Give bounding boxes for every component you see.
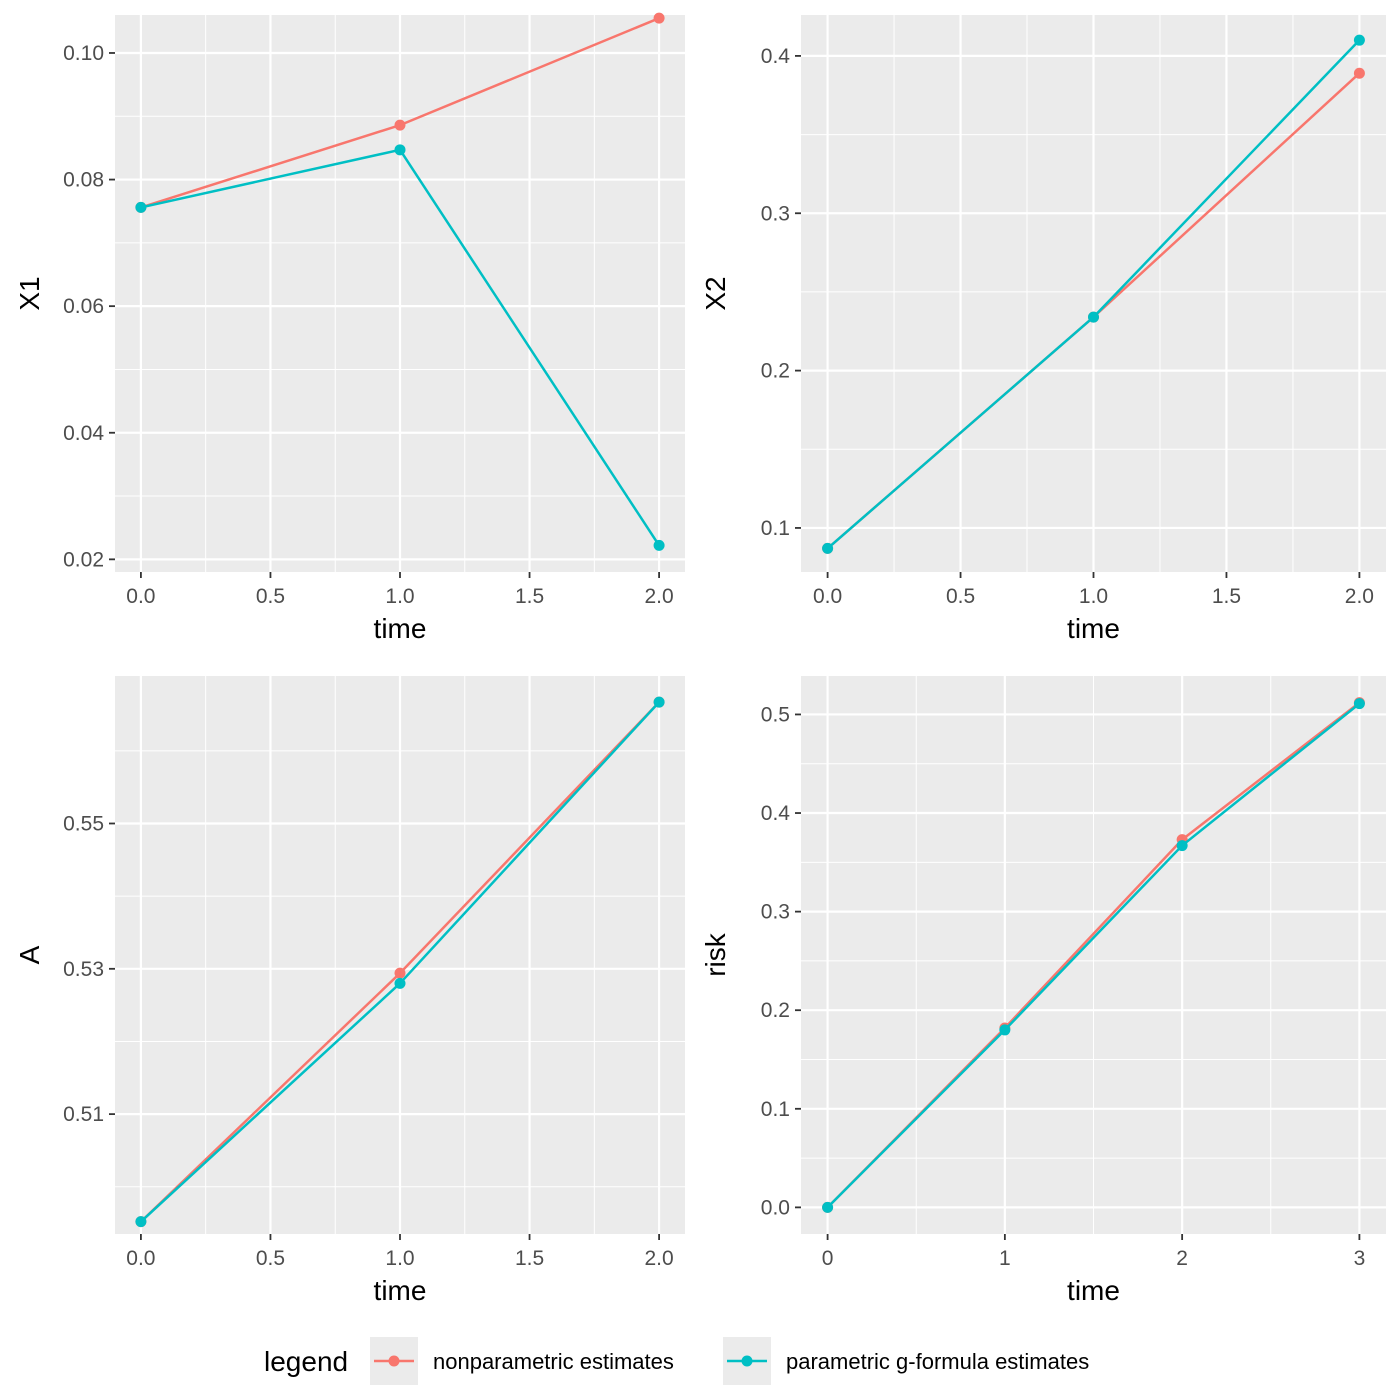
y-tick-label: 0.4 xyxy=(761,802,791,825)
y-tick-label: 0.08 xyxy=(63,169,104,192)
panel-x1: 0.0 0.5 1.0 1.5 2.0 0.02 0.04 0.06 0.08 0.10 time X… xyxy=(14,12,685,644)
x-tick-label: 1 xyxy=(999,1247,1011,1270)
y-tick-label: 0.5 xyxy=(761,703,790,726)
y-tick-label: 0.10 xyxy=(63,42,104,65)
legend: legend nonparametric estimates parametri… xyxy=(264,1337,1089,1385)
data-point-parametric xyxy=(1353,698,1365,710)
x-tick-label: 1.5 xyxy=(515,585,544,608)
data-point-parametric xyxy=(1176,840,1188,852)
y-tick-label: 0.2 xyxy=(761,360,790,383)
data-point-parametric xyxy=(135,201,147,213)
x-tick-label: 2.0 xyxy=(644,1247,673,1270)
x-tick-label: 1.0 xyxy=(1079,585,1108,608)
data-point-parametric xyxy=(653,696,665,708)
y-tick-label: 0.3 xyxy=(761,202,790,225)
y-tick-label: 0.1 xyxy=(761,1098,790,1121)
legend-item-parametric: parametric g-formula estimates xyxy=(723,1337,1089,1385)
x-tick-label: 1.5 xyxy=(515,1247,544,1270)
x-tick-label: 3 xyxy=(1354,1247,1366,1270)
y-tick-label: 0.3 xyxy=(761,901,790,924)
legend-item-nonparametric: nonparametric estimates xyxy=(370,1337,674,1385)
x-tick-label: 1.5 xyxy=(1212,585,1241,608)
legend-label-parametric: parametric g-formula estimates xyxy=(786,1349,1089,1374)
y-tick-label: 0.04 xyxy=(63,422,104,445)
legend-title: legend xyxy=(264,1346,348,1377)
x-tick-label: 0.0 xyxy=(126,585,155,608)
x-tick-label: 1.0 xyxy=(385,1247,414,1270)
data-point-parametric xyxy=(135,1216,147,1228)
x-tick-label: 0.0 xyxy=(126,1247,155,1270)
panels: 0.0 0.5 1.0 1.5 2.00.020.040.060.080.10timeX… xyxy=(14,12,1386,1306)
data-point-parametric xyxy=(822,542,834,554)
x-tick-label: 2 xyxy=(1176,1247,1188,1270)
panel-x2: 0.0 0.5 1.0 1.5 2.0 0.1 0.2 0.3 0.4 time X2 xyxy=(700,15,1386,644)
y-tick-label: 0.1 xyxy=(761,517,790,540)
y-axis-title: X2 xyxy=(700,276,731,310)
data-point-nonparametric xyxy=(1353,67,1365,79)
y-tick-label: 0.55 xyxy=(63,812,104,835)
y-tick-label: 0.4 xyxy=(761,45,791,68)
y-tick-label: 0.51 xyxy=(63,1103,104,1126)
data-point-nonparametric xyxy=(653,12,665,24)
y-tick-label: 0.02 xyxy=(63,548,104,571)
x-tick-label: 0.5 xyxy=(946,585,975,608)
legend-key-point-parametric xyxy=(741,1355,753,1367)
panel-a: 0.0 0.5 1.0 1.5 2.0 0.51 0.53 0.55 time A xyxy=(14,676,685,1306)
x-tick-label: 0.0 xyxy=(813,585,842,608)
x-axis-title: time xyxy=(1067,1275,1120,1306)
data-point-parametric xyxy=(1088,311,1099,323)
data-point-nonparametric xyxy=(394,119,406,131)
data-point-parametric xyxy=(822,1201,834,1213)
legend-key-point-nonparametric xyxy=(388,1355,400,1367)
x-axis-title: time xyxy=(374,1275,427,1306)
y-tick-label: 0.06 xyxy=(63,295,104,318)
data-point-parametric xyxy=(999,1024,1011,1036)
data-point-nonparametric xyxy=(394,967,406,979)
data-point-parametric xyxy=(394,144,406,156)
x-axis-title: time xyxy=(374,613,427,644)
data-point-parametric xyxy=(653,539,665,551)
y-tick-label: 0.0 xyxy=(761,1196,790,1219)
y-tick-label: 0.53 xyxy=(63,958,104,981)
x-tick-label: 0.5 xyxy=(256,585,285,608)
panel-risk: 0 1 2 3 0.0 0.1 0.2 0.3 0.4 0.5 time risk xyxy=(700,676,1386,1306)
x-tick-label: 0 xyxy=(822,1247,834,1270)
x-tick-label: 0.5 xyxy=(256,1247,285,1270)
series-line-parametric xyxy=(826,702,1361,1209)
x-axis-title: time xyxy=(1067,613,1120,644)
y-axis-title: risk xyxy=(700,932,731,977)
legend-label-nonparametric: nonparametric estimates xyxy=(433,1349,674,1374)
x-tick-label: 2.0 xyxy=(644,585,673,608)
data-point-parametric xyxy=(394,977,406,989)
y-axis-title: X1 xyxy=(14,276,45,310)
data-point-parametric xyxy=(1353,34,1365,46)
y-tick-label: 0.2 xyxy=(761,999,790,1022)
y-axis-title: A xyxy=(14,945,45,964)
x-tick-label: 1.0 xyxy=(385,585,414,608)
x-tick-label: 2.0 xyxy=(1345,585,1374,608)
